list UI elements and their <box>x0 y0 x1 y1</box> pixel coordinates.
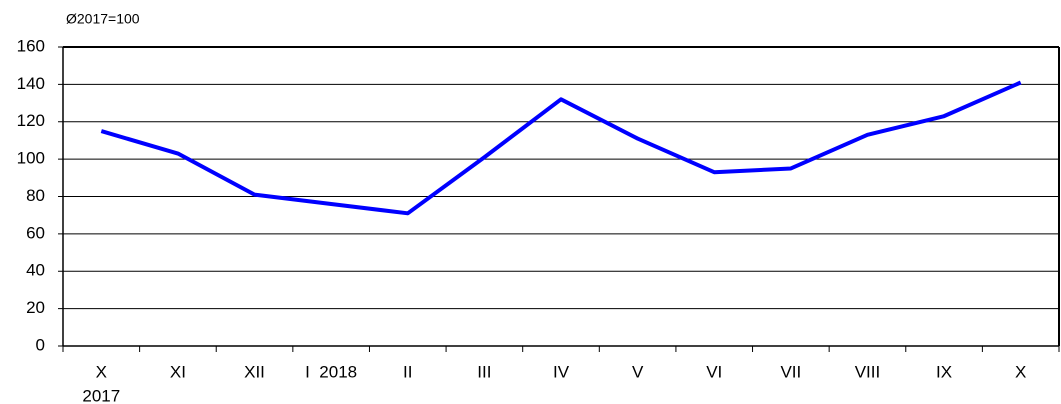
x-tick-label: VIII <box>855 362 881 381</box>
y-tick-label: 60 <box>26 223 45 242</box>
x-tick-label: X <box>96 362 107 381</box>
x-tick-label: II <box>403 362 412 381</box>
y-tick-label: 100 <box>17 149 45 168</box>
x-tick-label: VI <box>706 362 722 381</box>
y-tick-label: 80 <box>26 186 45 205</box>
x-tick-label: III <box>477 362 491 381</box>
x-tick-label: I 2018 <box>305 362 357 381</box>
x-tick-label: IV <box>553 362 570 381</box>
x-tick-label: V <box>632 362 644 381</box>
y-tick-label: 0 <box>36 335 45 354</box>
x-tick-label: IX <box>936 362 952 381</box>
annotation: 2017 <box>82 386 120 404</box>
y-tick-label: 160 <box>17 36 45 55</box>
y-tick-label: 140 <box>17 74 45 93</box>
y-tick-label: 20 <box>26 298 45 317</box>
x-tick-label: XII <box>244 362 265 381</box>
y-tick-label: 120 <box>17 111 45 130</box>
x-tick-label: X <box>1015 362 1026 381</box>
data-line <box>100 80 1022 216</box>
x-tick-label: VII <box>780 362 801 381</box>
y-tick-label: 40 <box>26 261 45 280</box>
x-tick-label: XI <box>170 362 186 381</box>
y-axis-label: Ø2017=100 <box>66 11 140 27</box>
